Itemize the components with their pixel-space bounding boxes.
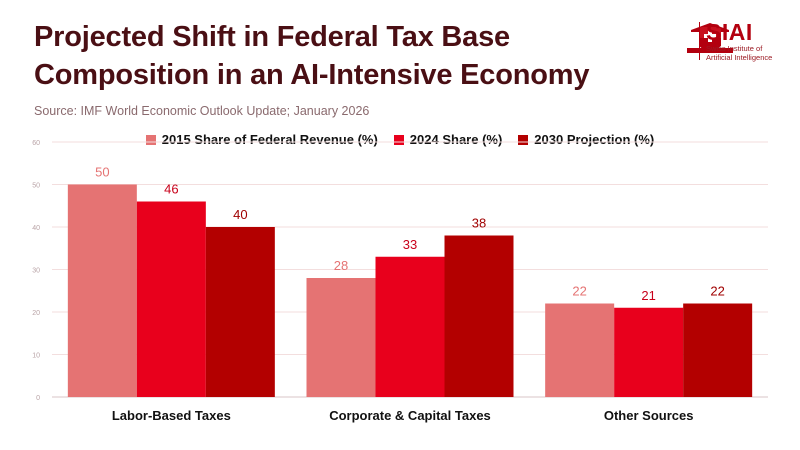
x-tick-label-0: Labor-Based Taxes xyxy=(112,408,231,423)
y-tick-label-10: 10 xyxy=(32,353,40,360)
legend-label-2030: 2030 Projection (%) xyxy=(534,132,655,147)
y-tick-label-20: 20 xyxy=(32,310,40,317)
logo-main-text: SIAI xyxy=(706,19,753,45)
chart-legend: 2015 Share of Federal Revenue (%) 2024 S… xyxy=(0,132,800,147)
data-label-0-0: 50 xyxy=(95,165,109,180)
legend-item-2015: 2015 Share of Federal Revenue (%) xyxy=(145,132,378,147)
x-tick-label-2: Other Sources xyxy=(604,408,694,423)
data-label-1-0: 28 xyxy=(334,258,348,273)
bar-1-1 xyxy=(375,256,445,397)
data-label-1-1: 33 xyxy=(403,237,417,252)
chart-source: Source: IMF World Economic Outlook Updat… xyxy=(34,104,370,118)
legend-label-2024: 2024 Share (%) xyxy=(409,132,503,147)
bar-1-0 xyxy=(306,278,376,397)
chart-title-line-1: Projected Shift in Federal Tax Base xyxy=(34,21,510,53)
data-label-0-1: 46 xyxy=(164,182,178,197)
chart-title: Projected Shift in Federal Tax Base Comp… xyxy=(34,18,634,94)
bar-2-0 xyxy=(545,303,615,397)
legend-label-2015: 2015 Share of Federal Revenue (%) xyxy=(161,132,378,147)
logo-text: SIAI Swiss Institute of Artificial Intel… xyxy=(706,20,772,62)
bar-0-2 xyxy=(205,227,275,397)
chart-title-line-2: Composition in an AI-Intensive Economy xyxy=(34,59,590,91)
legend-swatch-2030 xyxy=(518,134,529,145)
y-tick-label-30: 30 xyxy=(32,268,40,275)
legend-swatch-2024 xyxy=(393,134,404,145)
logo-sub-text-2: Artificial Intelligence xyxy=(706,53,773,62)
bar-2-1 xyxy=(614,307,684,397)
bar-2-2 xyxy=(683,303,753,397)
y-tick-label-60: 60 xyxy=(32,140,40,147)
data-label-2-1: 21 xyxy=(641,288,655,303)
data-label-1-2: 38 xyxy=(472,216,486,231)
data-label-2-0: 22 xyxy=(572,284,586,299)
y-tick-label-50: 50 xyxy=(32,183,40,190)
legend-swatch-2015 xyxy=(145,134,156,145)
legend-item-2024: 2024 Share (%) xyxy=(393,132,503,147)
shield-icon xyxy=(687,23,733,53)
bar-0-1 xyxy=(136,201,206,397)
x-tick-label-1: Corporate & Capital Taxes xyxy=(329,408,491,423)
bar-0-0 xyxy=(67,184,137,397)
data-label-2-2: 22 xyxy=(710,284,724,299)
logo-sub-text-1: Swiss Institute of xyxy=(706,44,763,53)
data-label-0-2: 40 xyxy=(233,207,247,222)
bar-1-2 xyxy=(444,235,514,397)
legend-item-2030: 2030 Projection (%) xyxy=(518,132,654,147)
y-tick-label-0: 0 xyxy=(36,395,40,402)
logo-divider xyxy=(699,22,700,60)
y-tick-label-40: 40 xyxy=(32,225,40,232)
